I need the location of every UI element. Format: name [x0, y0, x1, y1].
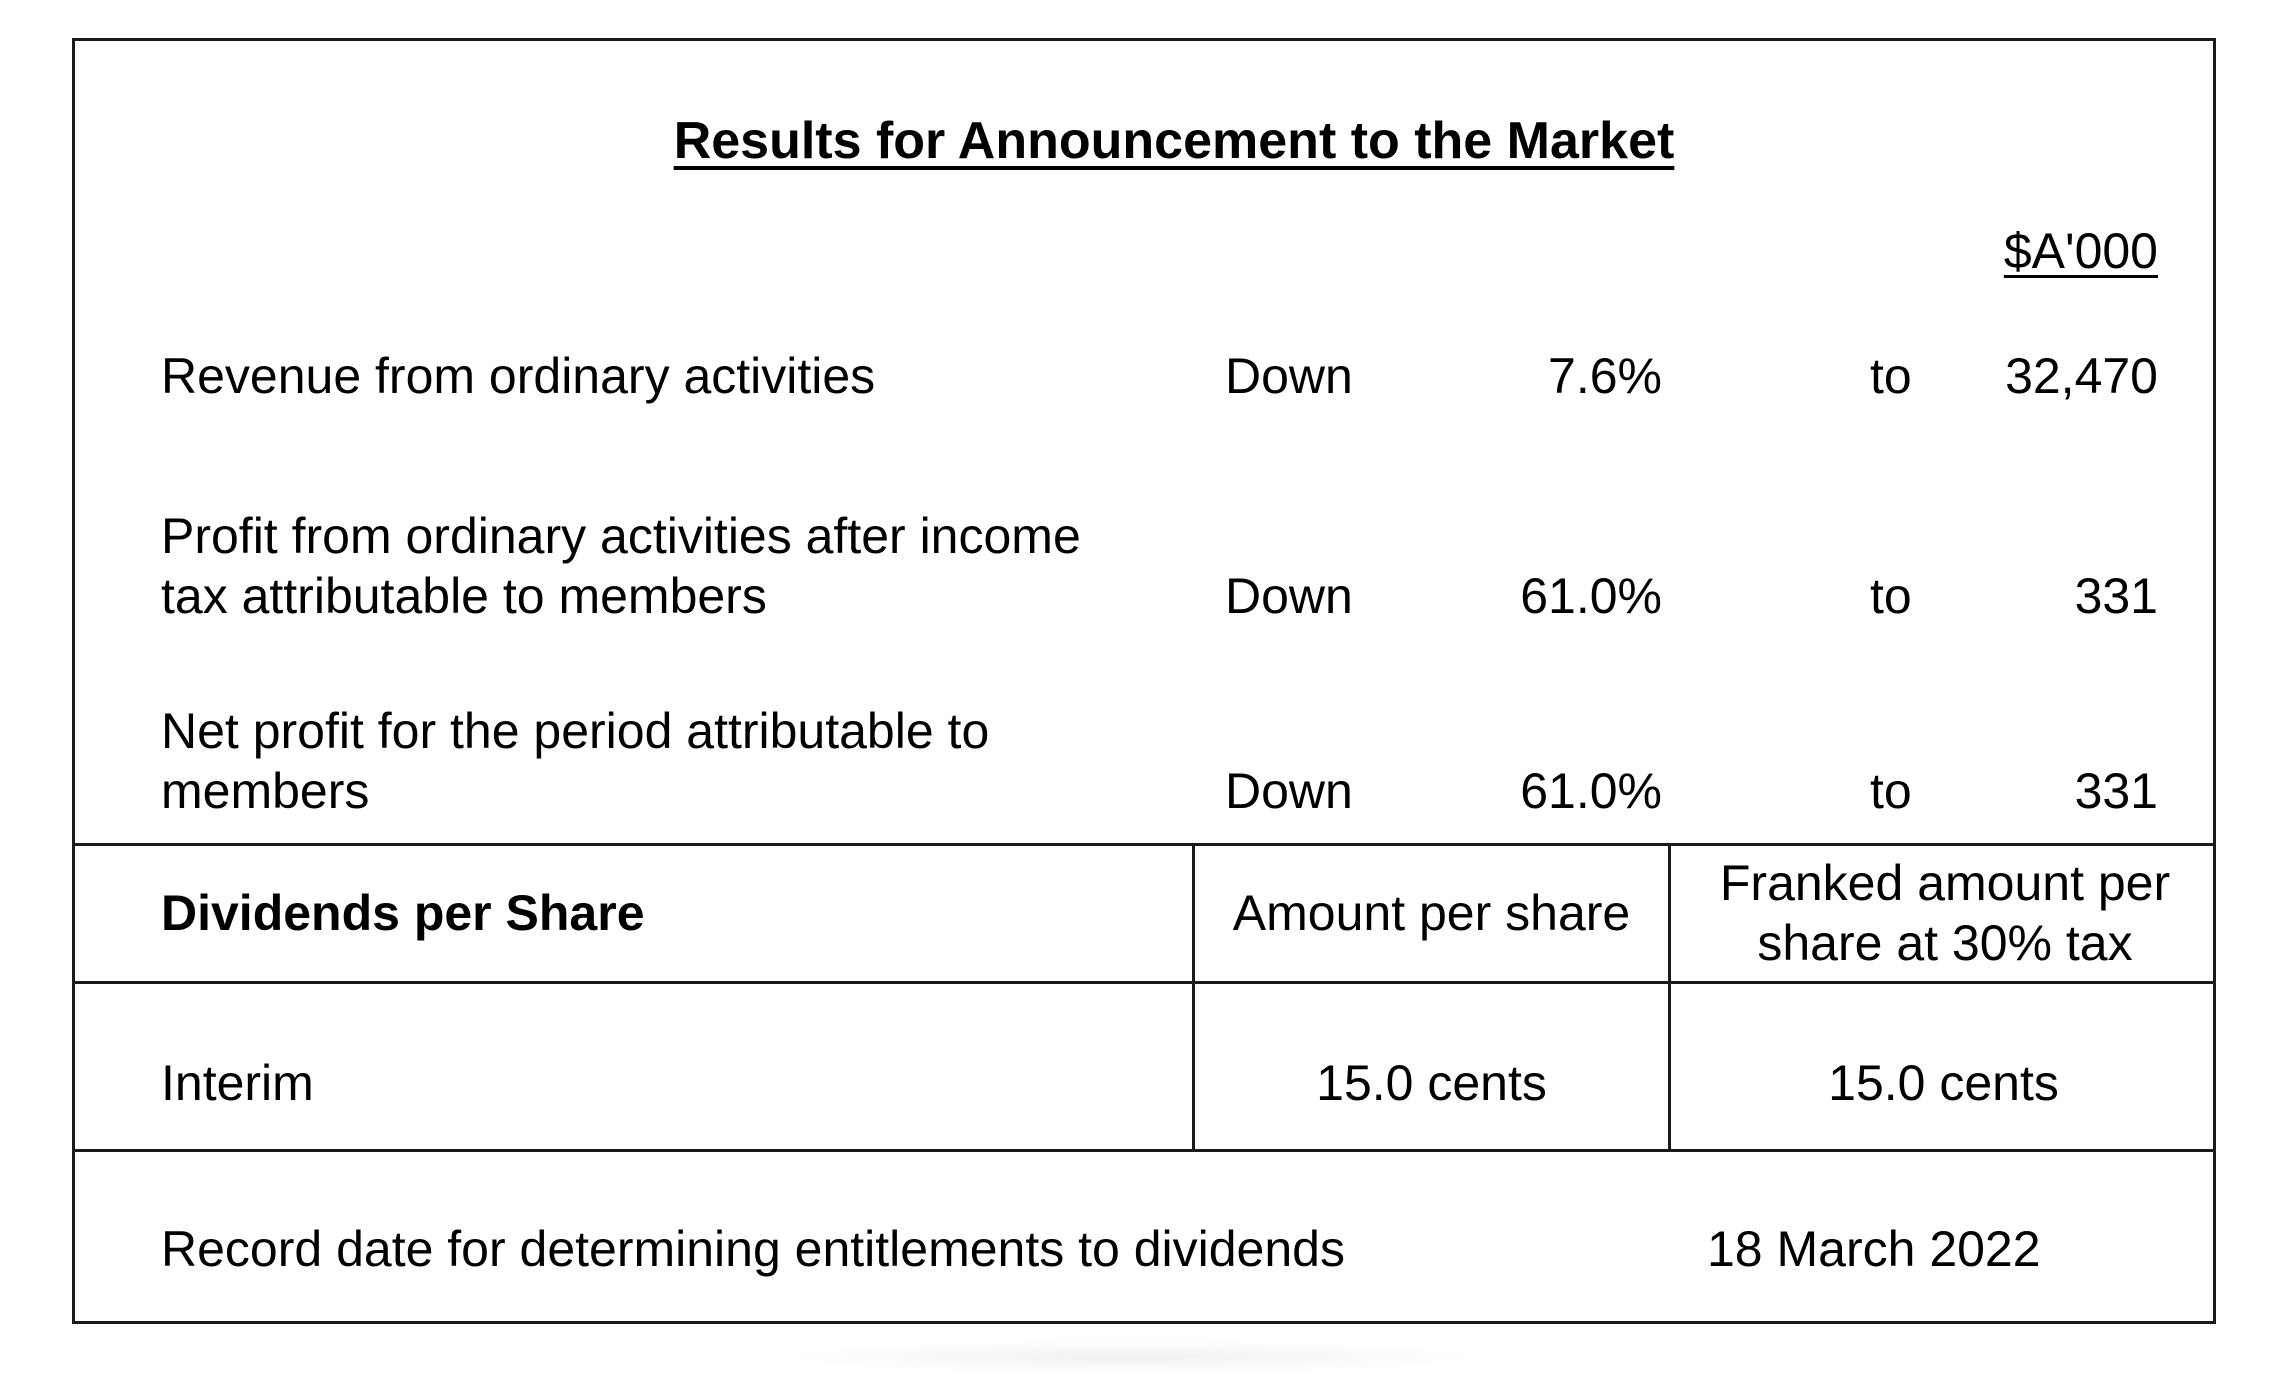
- record-date-label: Record date for determining entitlements…: [161, 1221, 1345, 1277]
- column-divider: [1192, 843, 1195, 1149]
- dividend-franked-amount: 15.0 cents: [1828, 1055, 2059, 1111]
- result-label-revenue: Revenue from ordinary activities: [161, 348, 876, 404]
- result-value-profit-after-tax: 331: [2074, 568, 2158, 624]
- result-percent-revenue: 7.6%: [1548, 348, 1662, 404]
- result-percent-profit-after-tax: 61.0%: [1520, 568, 1662, 624]
- amount-per-share-header: Amount per share: [1232, 885, 1631, 941]
- divider-line: [75, 981, 2213, 984]
- result-label-net-profit: Net profit for the period attributable t…: [161, 703, 990, 819]
- dividends-heading: Dividends per Share: [161, 885, 645, 941]
- result-to-net-profit: to: [1870, 763, 1912, 819]
- divider-line: [75, 1149, 2213, 1152]
- column-divider: [1668, 843, 1671, 1149]
- result-value-revenue: 32,470: [2005, 348, 2158, 404]
- document-title: Results for Announcement to the Market: [673, 112, 1675, 170]
- franked-amount-header: Franked amount per share at 30% tax: [1719, 855, 2171, 971]
- record-date-value: 18 March 2022: [1707, 1221, 2041, 1277]
- dividend-amount: 15.0 cents: [1316, 1055, 1547, 1111]
- result-to-profit-after-tax: to: [1870, 568, 1912, 624]
- result-value-net-profit: 331: [2074, 763, 2158, 819]
- divider-line: [75, 843, 2213, 846]
- result-direction-net-profit: Down: [1225, 763, 1353, 819]
- dividend-row-label: Interim: [161, 1055, 314, 1111]
- results-announcement-box: Results for Announcement to the Market $…: [72, 38, 2216, 1324]
- result-to-revenue: to: [1870, 348, 1912, 404]
- page-shadow: [780, 1340, 1480, 1374]
- result-direction-profit-after-tax: Down: [1225, 568, 1353, 624]
- unit-header: $A'000: [2003, 223, 2158, 279]
- result-direction-revenue: Down: [1225, 348, 1353, 404]
- result-percent-net-profit: 61.0%: [1520, 763, 1662, 819]
- result-label-profit-after-tax: Profit from ordinary activities after in…: [161, 508, 1081, 624]
